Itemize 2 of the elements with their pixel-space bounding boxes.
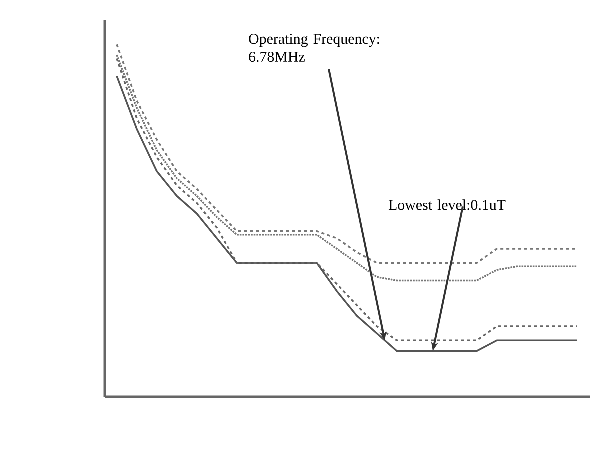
annotation: Operating Frequency: 6.78MHz [249,34,380,62]
annotation: Lowest level:0.1uT [388,200,506,210]
